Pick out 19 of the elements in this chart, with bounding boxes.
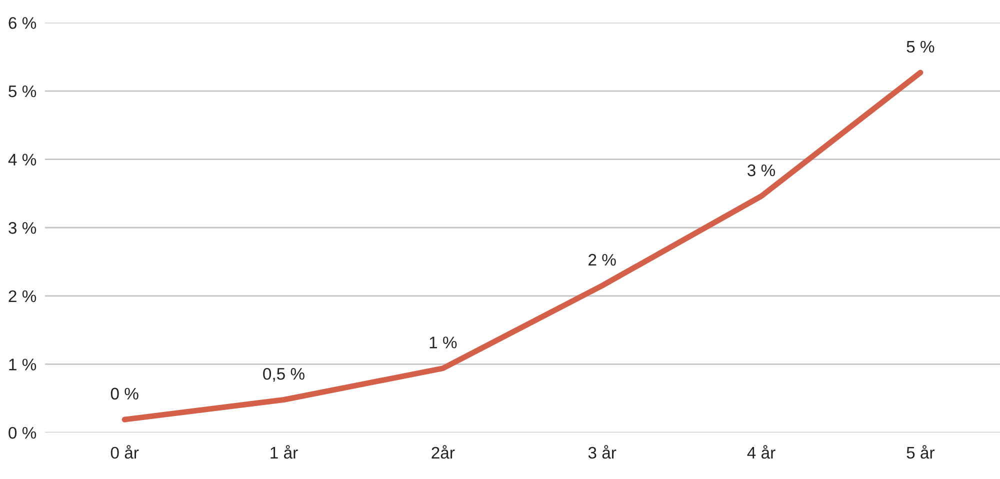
y-tick-label: 6 % [8,17,36,29]
data-label: 1 % [430,336,457,348]
data-label: 2 % [588,254,616,266]
data-label: 3 % [748,164,776,176]
x-tick-label: 3 år [588,445,616,459]
y-tick-label: 0 % [8,426,36,439]
x-tick-label: 2år [432,445,455,459]
data-label: 0 % [110,388,138,400]
y-tick-label: 4 % [8,154,36,166]
y-tick-label: 3 % [8,222,36,234]
data-label: 5 % [906,40,934,53]
y-tick-label: 5 % [8,85,36,98]
y-tick-label: 1 % [9,358,36,370]
x-tick-label: 0 år [110,445,139,459]
x-tick-label: 1 år [270,445,298,459]
x-tick-label: 5 år [906,445,934,459]
y-tick-label: 2 % [8,290,36,302]
data-label: 0,5 % [263,368,304,382]
x-tick-label: 4 år [747,445,776,459]
